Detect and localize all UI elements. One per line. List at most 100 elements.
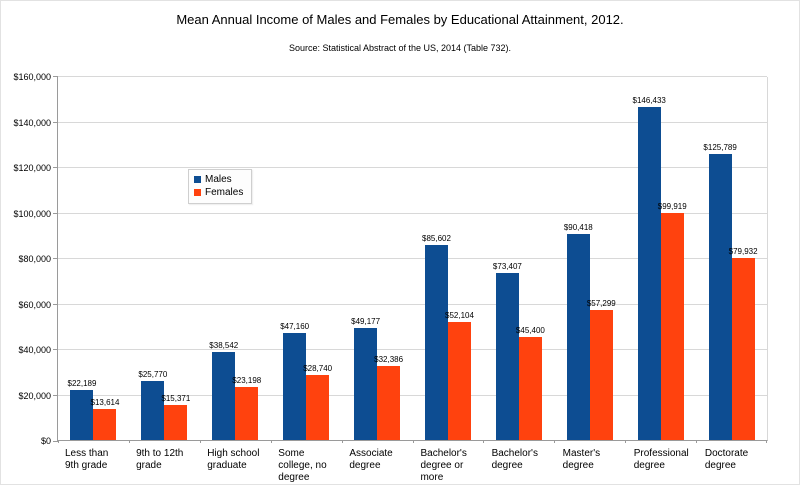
x-axis-category-label: Professional degree [633, 448, 689, 471]
males-bar: $90,418 [564, 223, 593, 440]
gridline [58, 303, 767, 305]
x-axis-tick [58, 440, 59, 443]
x-axis-category-label: Associate degree [349, 448, 393, 471]
y-axis-tick [53, 258, 58, 259]
bar-group: $146,433 $99,919 [625, 77, 696, 440]
bar-value-label: $90,418 [563, 223, 593, 233]
y-axis-tick-label: $100,000 [13, 208, 51, 219]
bar-group: $90,418 $57,299 [554, 77, 625, 440]
x-axis-tick [766, 440, 767, 443]
bar-value-label: $23,198 [232, 376, 262, 386]
females-bar: $52,104 [445, 311, 474, 440]
bar-groups: $22,189 $13,614 $25,770 $15,371 $38,542 $23,1… [58, 77, 767, 440]
bar-group: $49,177 $32,386 [342, 77, 413, 440]
males-bar: $146,433 [633, 96, 666, 440]
females-bar: $32,386 [374, 355, 403, 440]
x-axis-tick [412, 440, 414, 443]
gridline [58, 394, 767, 396]
females-bar: $79,932 [729, 247, 758, 440]
males-bar: $49,177 [351, 317, 380, 440]
females-bar: $28,740 [303, 364, 332, 440]
bar-group: $38,542 $23,198 [200, 77, 271, 440]
chart-subtitle: Source: Statistical Abstract of the US, … [288, 43, 512, 53]
gridline [58, 258, 767, 259]
y-axis-tick-label: $40,000 [18, 345, 51, 355]
y-axis-tick [53, 349, 58, 350]
x-axis-category-label: Master's degree [562, 448, 601, 471]
females-bar: $15,371 [161, 394, 190, 440]
x-axis-category-label: High school graduate [207, 448, 260, 471]
males-bar: $22,189 [67, 379, 96, 440]
bar-value-label: $45,400 [515, 325, 545, 335]
legend-item-males: Males [194, 173, 243, 186]
bar-group: $22,189 $13,614 [58, 77, 129, 440]
x-axis-category-label: Bachelor's degree [491, 448, 538, 471]
females-bar: $99,919 [658, 202, 687, 440]
x-axis-category-label: Some college, no degree [278, 448, 327, 483]
gridline [58, 349, 767, 350]
bar-group: $73,407 $45,400 [483, 77, 554, 440]
x-axis-tick [625, 440, 627, 443]
males-bar: $85,602 [422, 234, 451, 440]
males-bar: $38,542 [209, 341, 238, 440]
x-axis-tick [270, 440, 272, 443]
x-axis-tick [128, 440, 130, 443]
females-bar: $23,198 [232, 376, 261, 440]
bar-value-label: $28,740 [303, 363, 333, 373]
females-bar: $45,400 [516, 326, 545, 440]
y-axis-tick-label: $20,000 [18, 390, 51, 401]
females-bar: $13,614 [90, 398, 119, 440]
bar-value-label: $125,789 [703, 142, 737, 152]
bar-value-label: $73,407 [492, 262, 522, 271]
y-axis-tick [53, 394, 58, 396]
y-axis-tick [53, 303, 58, 305]
females-bar: $57,299 [587, 299, 616, 440]
bar-value-label: $13,614 [90, 398, 120, 407]
y-axis-tick [53, 121, 58, 123]
y-axis-tick-label: $160,000 [13, 72, 51, 82]
bar-group: $47,160 $28,740 [271, 77, 342, 440]
bar-value-label: $85,602 [422, 234, 451, 244]
y-axis-tick [53, 212, 58, 214]
legend-label-females: Females [205, 187, 244, 198]
females-swatch-icon [194, 189, 201, 196]
legend-label-males: Males [205, 174, 232, 185]
gridline [58, 121, 767, 123]
bar-value-label: $22,189 [67, 378, 97, 388]
bar-value-label: $52,104 [445, 310, 474, 320]
males-bar: $125,789 [703, 143, 737, 440]
y-axis-tick-label: $60,000 [18, 299, 51, 310]
bar-value-label: $79,932 [728, 247, 758, 257]
bar-value-label: $38,542 [209, 341, 239, 351]
males-swatch-icon [194, 176, 201, 183]
x-axis-tick [341, 440, 343, 443]
bar-value-label: $47,160 [280, 321, 310, 331]
bar-value-label: $99,919 [657, 201, 687, 211]
x-axis-category-label: Bachelor's degree or more [420, 448, 467, 483]
bar-value-label: $146,433 [632, 95, 666, 105]
x-axis-category-label: Doctorate degree [704, 448, 749, 471]
y-axis-tick-label: $0 [40, 436, 51, 446]
gridline [58, 76, 767, 77]
legend: Males Females [188, 169, 253, 204]
bar-group: $25,770 $15,371 [129, 77, 200, 440]
x-axis-tick [696, 440, 698, 443]
gridline [58, 212, 767, 214]
y-axis-tick-label: $140,000 [13, 117, 51, 128]
x-axis-category-label: 9th to 12th grade [136, 448, 184, 471]
bar-value-label: $32,386 [374, 355, 404, 365]
bar-value-label: $25,770 [138, 370, 168, 380]
y-axis-tick-label: $120,000 [13, 163, 51, 173]
males-bar: $47,160 [280, 322, 309, 440]
bar-value-label: $57,299 [586, 298, 616, 308]
chart-title: Mean Annual Income of Males and Females … [176, 12, 624, 27]
y-axis-tick [53, 441, 58, 442]
y-axis-tick-label: $80,000 [18, 254, 51, 264]
x-axis-tick [554, 440, 556, 443]
x-axis-tick [199, 440, 201, 443]
males-bar: $25,770 [138, 370, 167, 440]
y-axis-tick [53, 76, 58, 77]
bar-group: $125,789 $79,932 [696, 77, 767, 440]
y-axis-tick [53, 167, 58, 168]
